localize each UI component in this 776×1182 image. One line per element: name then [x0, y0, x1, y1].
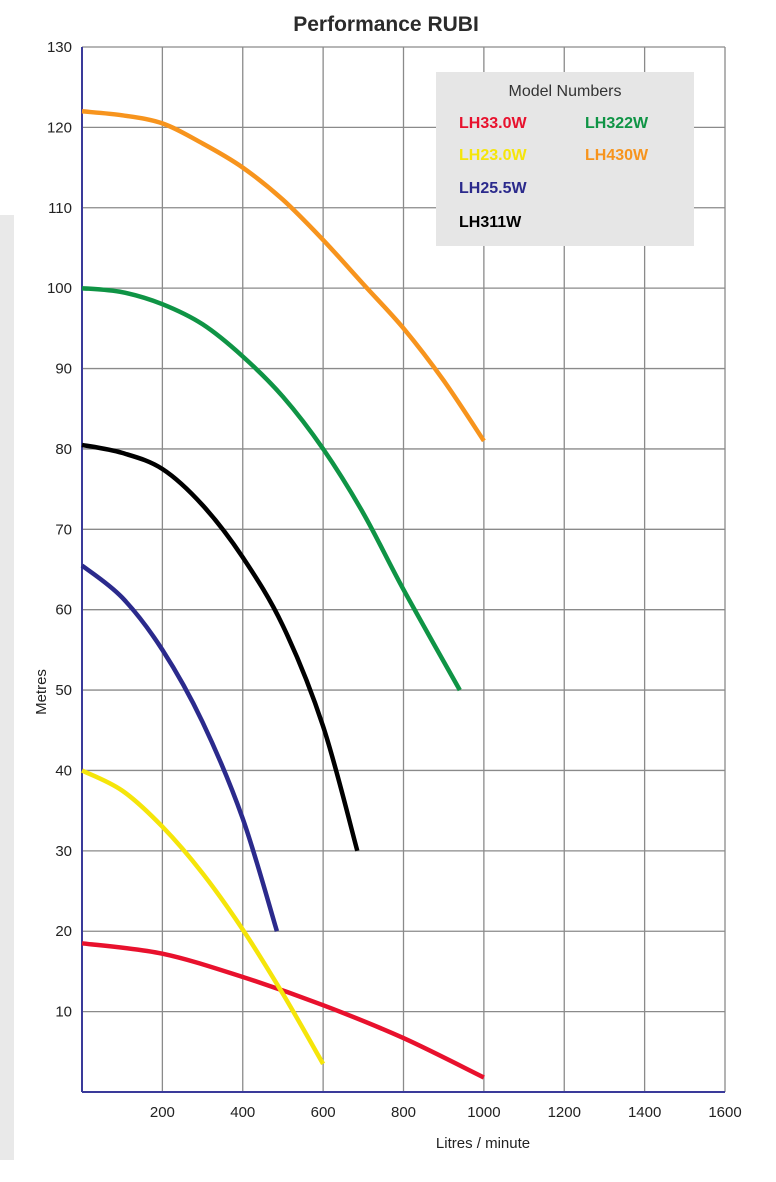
tick-labels: 200 400 600 800 1000 1200 1400 1600 10 20 30 40 50 60… [47, 39, 742, 1121]
chart-title: Performance RUBI [293, 13, 479, 36]
series-lines [80, 109, 486, 1080]
x-tick-label: 1600 [708, 1104, 741, 1121]
grid-lines [82, 46, 726, 1092]
y-tick-label: 30 [55, 843, 72, 860]
y-tick-label: 70 [55, 521, 72, 538]
y-tick-label: 90 [55, 361, 72, 378]
y-tick-label: 40 [55, 762, 72, 779]
y-tick-label: 50 [55, 682, 72, 699]
y-tick-label: 100 [47, 280, 72, 297]
x-tick-label: 1000 [467, 1104, 500, 1121]
legend-title: Model Numbers [509, 83, 622, 100]
y-axis-title: Metres [33, 669, 50, 715]
y-tick-label: 20 [55, 923, 72, 940]
series-line-lh25-5w [80, 563, 280, 932]
series-line-lh311w [81, 442, 360, 852]
y-tick-label: 80 [55, 441, 72, 458]
legend-background [436, 72, 694, 246]
y-tick-label: 60 [55, 602, 72, 619]
y-tick-label: 110 [48, 200, 72, 217]
axes [81, 47, 725, 1093]
legend-entry-lh430w: LH430W [585, 147, 649, 164]
legend-entries: LH33.0W LH23.0W LH25.5W LH311W LH322W LH430W [459, 115, 649, 231]
x-tick-label: 800 [391, 1104, 416, 1121]
series-line-lh23-0w [81, 768, 326, 1066]
y-tick-label: 120 [47, 119, 72, 136]
left-border-strip [0, 215, 14, 1160]
series-line-lh430w [81, 109, 486, 443]
x-tick-label: 200 [150, 1104, 175, 1121]
x-tick-label: 600 [311, 1104, 336, 1121]
legend-entry-lh25-5w: LH25.5W [459, 180, 527, 197]
y-tick-label: 10 [55, 1004, 72, 1021]
series-line-lh322w [81, 285, 462, 692]
legend-entry-lh322w: LH322W [585, 115, 649, 132]
x-tick-label: 1200 [548, 1104, 581, 1121]
legend-entry-lh33-0w: LH33.0W [459, 115, 527, 132]
series-line-lh33-0w [81, 941, 485, 1080]
legend: Model Numbers LH33.0W LH23.0W LH25.5W LH311… [436, 72, 694, 246]
x-tick-label: 1400 [628, 1104, 661, 1121]
x-tick-label: 400 [230, 1104, 255, 1121]
legend-entry-lh23-0w: LH23.0W [459, 147, 527, 164]
y-tick-label: 130 [47, 39, 72, 56]
legend-entry-lh311w: LH311W [459, 214, 522, 231]
x-axis-title: Litres / minute [436, 1135, 530, 1152]
